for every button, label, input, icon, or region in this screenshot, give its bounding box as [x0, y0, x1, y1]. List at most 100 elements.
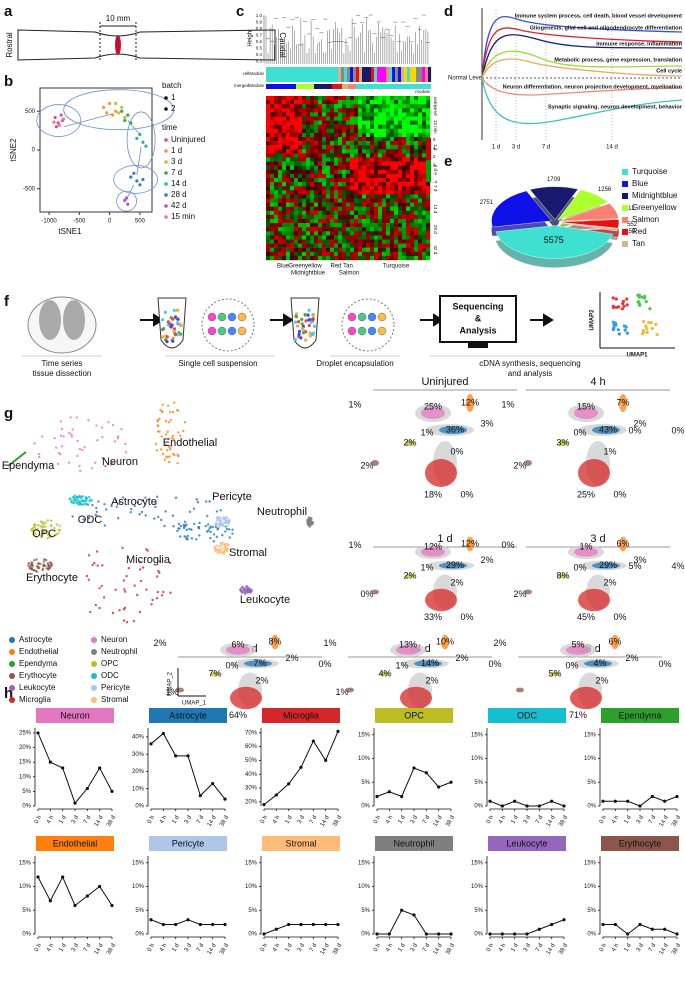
- scatter-point: [114, 101, 118, 106]
- module-cell: [332, 67, 336, 82]
- heatmap-cell: [386, 124, 391, 129]
- heatmap-cell: [398, 112, 403, 117]
- heatmap-cell: [394, 169, 399, 175]
- cell: [307, 323, 311, 328]
- x-tick-label: 4 h: [159, 943, 168, 953]
- heatmap-cell: [278, 194, 283, 199]
- heatmap-cell: [386, 141, 391, 146]
- heatmap-cell: [282, 149, 287, 154]
- heatmap-cell: [362, 112, 367, 117]
- data-point: [198, 922, 202, 927]
- cell: [347, 312, 357, 322]
- merged-module: [332, 84, 342, 89]
- heatmap-cell: [338, 178, 343, 183]
- data-point: [400, 908, 404, 912]
- heatmap-cell: [406, 116, 411, 121]
- heatmap-cell: [398, 198, 403, 203]
- heatmap-cell: [390, 206, 395, 211]
- heatmap-cell: [274, 251, 279, 257]
- umap-cell: [80, 503, 84, 506]
- heatmap-cell: [302, 153, 307, 158]
- umap-cell: [221, 524, 224, 527]
- heatmap-cell: [382, 178, 387, 183]
- heatmap-cell: [346, 251, 351, 257]
- umap-cell: [73, 497, 77, 500]
- heatmap-cell: [374, 157, 379, 162]
- data-point: [223, 922, 227, 927]
- heatmap-cell: [390, 104, 395, 109]
- x-tick-label: 3 d: [523, 815, 532, 825]
- mini-umap-blob: [611, 634, 619, 650]
- merged-module: [296, 84, 314, 89]
- heatmap-cell: [410, 149, 415, 154]
- heatmap-cell: [314, 116, 319, 121]
- heatmap-cell: [414, 112, 419, 117]
- umap-cell: [100, 426, 104, 429]
- heatmap-cell: [266, 145, 271, 150]
- percent-label: 2%: [455, 653, 468, 663]
- heatmap-cell: [338, 116, 343, 121]
- heatmap-cell: [314, 157, 319, 162]
- heatmap-cell: [382, 206, 387, 211]
- heatmap-cell: [370, 96, 375, 101]
- heatmap-cell: [390, 100, 395, 105]
- heatmap-cell: [298, 161, 303, 166]
- data-point: [525, 932, 529, 936]
- heatmap-cell: [326, 178, 331, 183]
- heatmap-cell: [366, 104, 371, 109]
- heatmap-cell: [282, 104, 287, 109]
- arrow: [270, 313, 294, 327]
- heatmap-cell: [338, 137, 343, 142]
- umap-cell: [186, 538, 189, 541]
- legend-label: OPC: [101, 659, 119, 668]
- heatmap-cell: [298, 206, 303, 211]
- scatter-point: [54, 125, 58, 129]
- heatmap-cell: [310, 165, 315, 170]
- cell: [357, 326, 367, 336]
- heatmap-cell: [274, 128, 279, 134]
- heatmap-cell: [410, 120, 415, 125]
- heatmap-cell: [338, 210, 343, 216]
- heatmap-cell: [338, 194, 343, 199]
- umap-cell: [177, 522, 181, 526]
- heatmap-cell: [286, 214, 291, 220]
- heatmap-cell: [386, 112, 391, 117]
- umap-cell: [150, 603, 153, 606]
- heatmap-cell: [386, 231, 391, 236]
- heatmap-cell: [394, 157, 399, 162]
- y-tick-label: 0%: [135, 804, 144, 810]
- heatmap-cell: [274, 235, 279, 240]
- heatmap-cell: [330, 116, 335, 121]
- cell: [207, 326, 217, 336]
- umap-cell: [42, 464, 45, 467]
- umap-cell: [172, 524, 175, 528]
- x-tick-label: 4 h: [385, 815, 394, 825]
- percent-label: 6%: [608, 636, 621, 646]
- legend-swatch: [622, 205, 628, 211]
- umap-cell: [34, 532, 37, 536]
- heatmap-cell: [374, 165, 379, 170]
- heatmap-cell: [382, 186, 387, 191]
- heatmap-cell: [266, 104, 271, 109]
- heatmap-cell: [386, 235, 391, 240]
- heatmap-cell: [398, 165, 403, 170]
- heatmap-cell: [354, 132, 359, 138]
- heatmap-cell: [306, 194, 311, 199]
- heatmap-cell: [290, 214, 295, 220]
- heatmap-cell: [402, 210, 407, 216]
- scatter-point: [129, 121, 133, 125]
- heatmap-cell: [322, 128, 327, 134]
- heatmap-cell: [342, 182, 347, 187]
- heatmap-cell: [294, 243, 299, 248]
- y-tick-label: -500: [23, 186, 36, 192]
- heatmap-cell: [358, 165, 363, 170]
- heatmap-cell: [354, 255, 359, 261]
- data-point: [424, 771, 428, 775]
- heatmap-cell: [294, 178, 299, 183]
- heatmap-cell: [358, 145, 363, 150]
- heatmap-cell: [394, 141, 399, 146]
- module-cell: [299, 67, 303, 82]
- heatmap-cell: [378, 96, 383, 101]
- heatmap-cell: [346, 231, 351, 236]
- heatmap-cell: [274, 96, 279, 101]
